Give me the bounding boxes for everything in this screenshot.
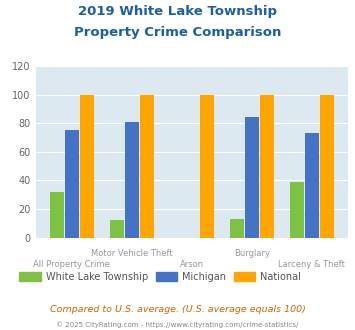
Text: Property Crime Comparison: Property Crime Comparison	[74, 26, 281, 39]
Text: Burglary: Burglary	[234, 249, 270, 258]
Text: Motor Vehicle Theft: Motor Vehicle Theft	[91, 249, 173, 258]
Text: All Property Crime: All Property Crime	[33, 260, 110, 270]
Bar	[260, 95, 274, 238]
Bar	[50, 192, 64, 238]
Legend: White Lake Township, Michigan, National: White Lake Township, Michigan, National	[16, 268, 305, 285]
Bar	[200, 95, 214, 238]
Bar	[80, 95, 93, 238]
Text: Arson: Arson	[180, 260, 204, 270]
Bar	[320, 95, 334, 238]
Bar	[140, 95, 154, 238]
Text: Compared to U.S. average. (U.S. average equals 100): Compared to U.S. average. (U.S. average …	[50, 305, 305, 314]
Bar	[290, 182, 304, 238]
Bar	[110, 220, 124, 238]
Bar	[305, 133, 319, 238]
Bar	[245, 117, 259, 238]
Bar	[65, 130, 78, 238]
Text: 2019 White Lake Township: 2019 White Lake Township	[78, 5, 277, 18]
Text: © 2025 CityRating.com - https://www.cityrating.com/crime-statistics/: © 2025 CityRating.com - https://www.city…	[56, 322, 299, 328]
Text: Larceny & Theft: Larceny & Theft	[278, 260, 345, 270]
Bar	[230, 219, 244, 238]
Bar	[125, 122, 138, 238]
